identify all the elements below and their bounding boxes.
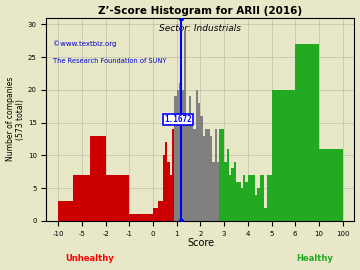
Bar — [158, 201, 163, 221]
Bar — [196, 90, 198, 221]
Bar — [189, 96, 191, 221]
Bar — [186, 116, 189, 221]
Text: Healthy: Healthy — [296, 255, 333, 264]
Text: The Research Foundation of SUNY: The Research Foundation of SUNY — [53, 58, 166, 64]
Bar — [255, 195, 257, 221]
Title: Z’-Score Histogram for ARII (2016): Z’-Score Histogram for ARII (2016) — [98, 6, 302, 16]
Bar — [229, 175, 231, 221]
Bar — [219, 129, 224, 221]
Bar — [217, 162, 219, 221]
Bar — [179, 83, 181, 221]
Bar — [153, 208, 158, 221]
Bar — [58, 201, 72, 221]
Bar — [72, 175, 82, 221]
Bar — [172, 129, 174, 221]
Bar — [90, 136, 106, 221]
Bar — [260, 175, 262, 221]
Bar — [129, 214, 153, 221]
Bar — [234, 162, 236, 221]
Bar — [184, 31, 186, 221]
Bar — [167, 162, 170, 221]
X-axis label: Score: Score — [187, 238, 214, 248]
Bar — [163, 155, 165, 221]
Bar — [243, 175, 246, 221]
Bar — [212, 162, 215, 221]
Bar — [248, 175, 250, 221]
Bar — [264, 208, 267, 221]
Text: Sector: Industrials: Sector: Industrials — [159, 24, 242, 33]
Bar — [210, 136, 212, 221]
Bar — [257, 188, 260, 221]
Bar — [319, 149, 343, 221]
Text: 1.1672: 1.1672 — [165, 115, 192, 124]
Bar — [224, 162, 226, 221]
Bar — [165, 142, 167, 221]
Bar — [246, 181, 248, 221]
Bar — [177, 90, 179, 221]
Bar — [236, 181, 238, 221]
Bar — [226, 149, 229, 221]
Text: Unhealthy: Unhealthy — [65, 255, 114, 264]
Bar — [295, 44, 319, 221]
Bar — [201, 116, 203, 221]
Bar — [106, 175, 129, 221]
Bar — [193, 129, 196, 221]
Bar — [215, 129, 217, 221]
Bar — [253, 175, 255, 221]
Bar — [82, 175, 90, 221]
Bar — [170, 175, 172, 221]
Text: ©www.textbiz.org: ©www.textbiz.org — [53, 40, 116, 47]
Bar — [198, 103, 201, 221]
Bar — [250, 175, 253, 221]
Bar — [203, 136, 205, 221]
Bar — [205, 129, 210, 221]
Bar — [238, 181, 241, 221]
Bar — [231, 168, 234, 221]
Bar — [174, 96, 177, 221]
Bar — [271, 90, 295, 221]
Bar — [241, 188, 243, 221]
Y-axis label: Number of companies
(573 total): Number of companies (573 total) — [5, 77, 25, 161]
Bar — [262, 175, 264, 221]
Bar — [267, 175, 271, 221]
Bar — [191, 123, 193, 221]
Bar — [181, 90, 184, 221]
